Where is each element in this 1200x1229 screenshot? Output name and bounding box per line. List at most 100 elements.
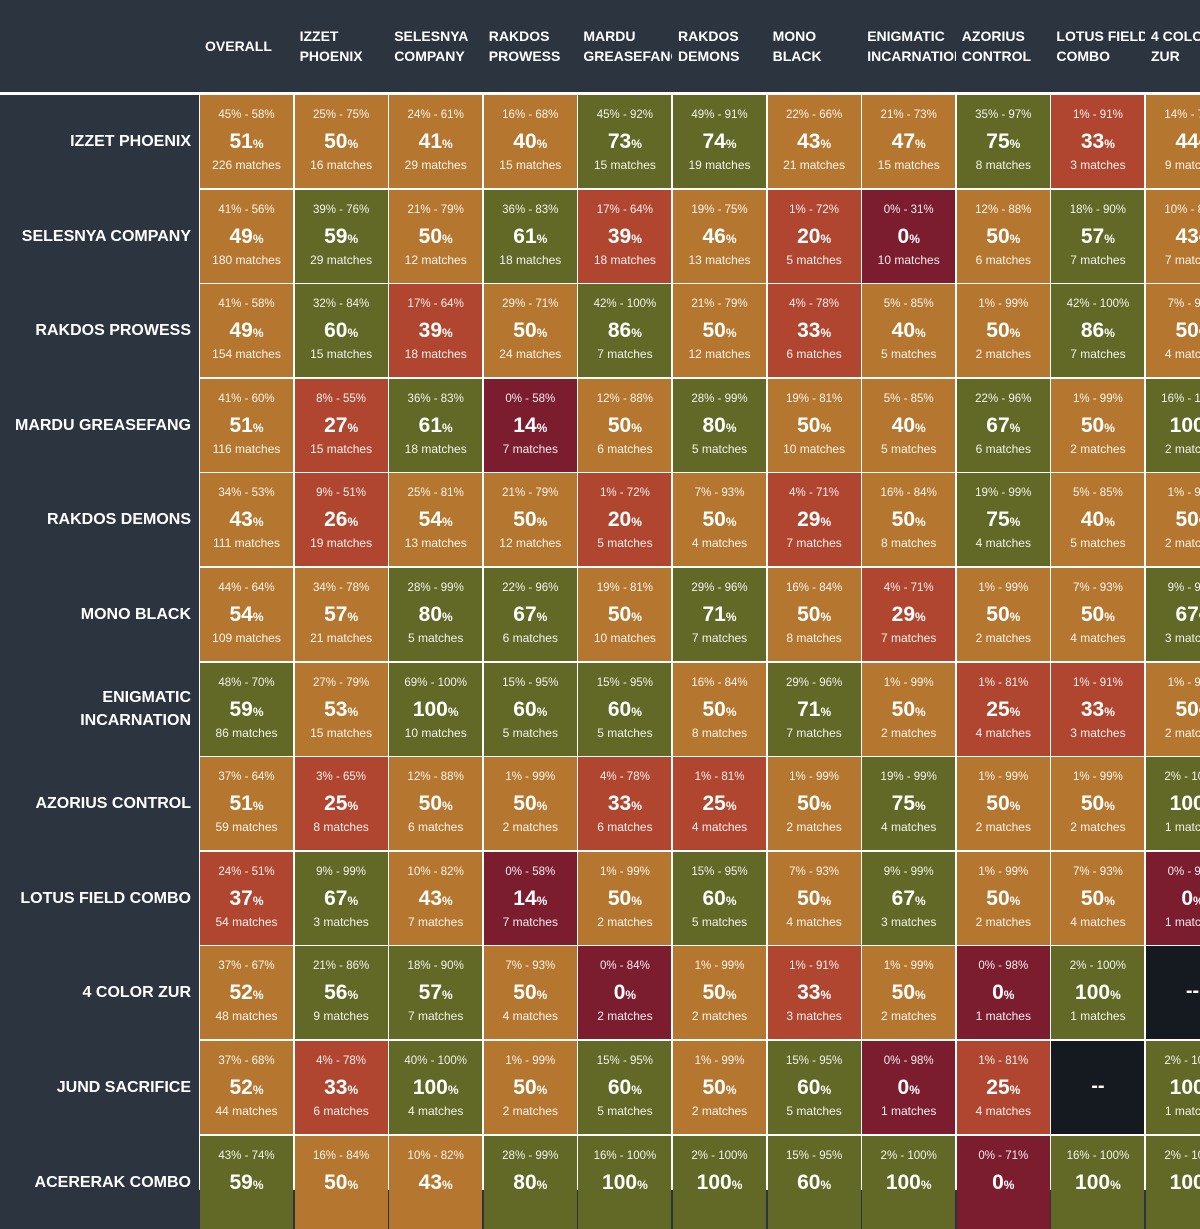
matchup-cell[interactable]: 29% - 71% 50% 24 matches [483,284,577,378]
matchup-cell[interactable]: 22% - 96% 67% 6 matches [956,378,1050,472]
matchup-cell[interactable]: 21% - 79% 50% 12 matches [389,189,483,283]
matchup-cell[interactable]: 1% - 99% 50% 2 matches [483,1041,577,1134]
matchup-cell[interactable]: 17% - 64% 39% 18 matches [389,284,483,378]
matchup-cell[interactable]: 12% - 88% 50% 6 matches [389,757,483,851]
matchup-cell[interactable]: 10% - 82% 43% 7 matches [389,851,483,945]
matchup-cell[interactable]: 0% - 58% 14% 7 matches [483,378,577,472]
matchup-cell[interactable]: 45% - 58% 51% 226 matches [200,95,293,188]
matchup-cell[interactable]: 28% - 99% 80% 5 matches [673,378,766,472]
row-header-azorius-control[interactable]: AZORIUS CONTROL [0,757,199,851]
matchup-cell[interactable]: 3% - 65% 25% 8 matches [294,757,388,851]
column-header-overall[interactable]: OVERALL [199,0,294,92]
column-header-izzet-phoenix[interactable]: IZZET PHOENIX [294,0,389,92]
matchup-cell[interactable]: 19% - 99% 75% 4 matches [862,757,956,851]
matchup-cell[interactable]: 0% - 98% 0% 1 matches [1146,851,1200,945]
matchup-cell[interactable]: 14% - 74% 44% 9 matches [1146,95,1200,188]
matchup-cell[interactable]: 45% - 92% 73% 15 matches [578,95,672,188]
matchup-cell[interactable]: 25% - 75% 50% 16 matches [294,95,388,188]
matchup-cell[interactable]: 43% - 74% 59% [200,1135,293,1229]
matchup-cell[interactable]: 16% - 100% 100% 2 matches [1146,378,1200,472]
matchup-cell[interactable]: 0% - 98% 0% 1 matches [862,1041,956,1134]
matchup-cell[interactable]: 21% - 79% 50% 12 matches [673,284,766,378]
matchup-cell[interactable]: 16% - 100% 100% [578,1135,672,1229]
matchup-cell[interactable]: 1% - 81% 25% 4 matches [673,757,766,851]
matchup-cell[interactable]: 2% - 100% 100% 1 matches [1146,1041,1200,1134]
matchup-cell[interactable]: 7% - 93% 50% 4 matches [1051,568,1145,661]
matchup-cell-empty[interactable]: -- [1051,1041,1145,1134]
matchup-cell[interactable]: 1% - 72% 20% 5 matches [578,473,672,567]
matchup-cell[interactable]: 1% - 99% 50% 2 matches [956,851,1050,945]
matchup-cell[interactable]: 2% - 100% 100% 1 matches [1146,757,1200,851]
row-header-jund-sacrifice[interactable]: JUND SACRIFICE [0,1041,199,1134]
matchup-cell[interactable]: 5% - 85% 40% 5 matches [862,378,956,472]
matchup-cell[interactable]: 42% - 100% 86% 7 matches [1051,284,1145,378]
matchup-cell[interactable]: 29% - 96% 71% 7 matches [673,568,766,661]
matchup-cell[interactable]: 1% - 99% 50% 2 matches [673,946,766,1040]
row-header-rakdos-demons[interactable]: RAKDOS DEMONS [0,473,199,567]
matchup-cell[interactable]: 48% - 70% 59% 86 matches [200,662,293,756]
matchup-cell[interactable]: 1% - 99% 50% 2 matches [956,568,1050,661]
column-header-mardu-greasefang[interactable]: MARDU GREASEFANG [577,0,672,92]
matchup-cell[interactable]: 19% - 99% 75% 4 matches [956,473,1050,567]
matchup-cell[interactable]: 1% - 99% 50% 2 matches [956,757,1050,851]
matchup-cell[interactable]: 0% - 84% 0% 2 matches [578,946,672,1040]
row-header-selesnya-company[interactable]: SELESNYA COMPANY [0,189,199,283]
matchup-cell[interactable]: 16% - 84% 50% 8 matches [673,662,766,756]
matchup-cell[interactable]: 9% - 99% 67% 3 matches [294,851,388,945]
matchup-cell[interactable]: 15% - 95% 60% [767,1135,861,1229]
matchup-cell[interactable]: 19% - 81% 50% 10 matches [578,568,672,661]
matchup-cell[interactable]: 1% - 99% 50% 2 matches [1146,662,1200,756]
row-header-rakdos-prowess[interactable]: RAKDOS PROWESS [0,284,199,378]
matchup-cell[interactable]: 1% - 99% 50% 2 matches [1146,473,1200,567]
matchup-cell[interactable]: 28% - 99% 80% [483,1135,577,1229]
matchup-cell[interactable]: 1% - 99% 50% 2 matches [673,1041,766,1134]
matchup-cell[interactable]: 0% - 31% 0% 10 matches [862,189,956,283]
column-header-azorius-control[interactable]: AZORIUS CONTROL [956,0,1051,92]
row-header-lotus-field-combo[interactable]: LOTUS FIELD COMBO [0,851,199,945]
matchup-cell[interactable]: 15% - 95% 60% 5 matches [483,662,577,756]
matchup-cell[interactable]: 39% - 76% 59% 29 matches [294,189,388,283]
matchup-cell[interactable]: 1% - 99% 50% 2 matches [862,946,956,1040]
matchup-cell[interactable]: 22% - 66% 43% 21 matches [767,95,861,188]
matchup-cell[interactable]: 16% - 84% 50% 8 matches [862,473,956,567]
matchup-cell[interactable]: 41% - 60% 51% 116 matches [200,378,293,472]
matchup-cell[interactable]: 24% - 51% 37% 54 matches [200,851,293,945]
matchup-cell[interactable]: 29% - 96% 71% 7 matches [767,662,861,756]
matchup-cell[interactable]: 12% - 88% 50% 6 matches [578,378,672,472]
matchup-cell[interactable]: 7% - 93% 50% 4 matches [483,946,577,1040]
column-header-selesnya-company[interactable]: SELESNYA COMPANY [388,0,483,92]
matchup-cell[interactable]: 0% - 58% 14% 7 matches [483,851,577,945]
matchup-cell[interactable]: 15% - 95% 60% 5 matches [578,662,672,756]
matchup-cell[interactable]: 16% - 100% 100% [1051,1135,1145,1229]
matchup-cell[interactable]: 32% - 84% 60% 15 matches [294,284,388,378]
matchup-cell[interactable]: 21% - 73% 47% 15 matches [862,95,956,188]
matchup-cell[interactable]: 37% - 67% 52% 48 matches [200,946,293,1040]
matchup-cell[interactable]: 5% - 85% 40% 5 matches [1051,473,1145,567]
matchup-cell[interactable]: 21% - 79% 50% 12 matches [483,473,577,567]
matchup-cell[interactable]: 28% - 99% 80% 5 matches [389,568,483,661]
matchup-cell[interactable]: 1% - 99% 50% 2 matches [956,284,1050,378]
matchup-cell[interactable]: 10% - 82% 43% 7 matches [1146,189,1200,283]
matchup-cell[interactable]: 40% - 100% 100% 4 matches [389,1041,483,1134]
matchup-cell[interactable]: 9% - 51% 26% 19 matches [294,473,388,567]
column-header-enigmatic-incarnation[interactable]: ENIGMATIC INCARNATION [861,0,956,92]
matchup-cell[interactable]: 1% - 99% 50% 2 matches [767,757,861,851]
column-header-mono-black[interactable]: MONO BLACK [767,0,862,92]
column-header-rakdos-demons[interactable]: RAKDOS DEMONS [672,0,767,92]
matchup-cell[interactable]: 41% - 56% 49% 180 matches [200,189,293,283]
matchup-cell[interactable]: 21% - 86% 56% 9 matches [294,946,388,1040]
matchup-cell[interactable]: 35% - 97% 75% 8 matches [956,95,1050,188]
matchup-cell[interactable]: 1% - 81% 25% 4 matches [956,662,1050,756]
matchup-cell[interactable]: 44% - 64% 54% 109 matches [200,568,293,661]
column-header-lotus-field-combo[interactable]: LOTUS FIELD COMBO [1050,0,1145,92]
matchup-cell[interactable]: 19% - 81% 50% 10 matches [767,378,861,472]
matchup-cell[interactable]: 18% - 90% 57% 7 matches [1051,189,1145,283]
matchup-cell[interactable]: 25% - 81% 54% 13 matches [389,473,483,567]
row-header-mono-black[interactable]: MONO BLACK [0,568,199,661]
matchup-cell[interactable]: 34% - 53% 43% 111 matches [200,473,293,567]
matchup-cell[interactable]: 41% - 58% 49% 154 matches [200,284,293,378]
matchup-cell[interactable]: 2% - 100% 100% 1 matches [1051,946,1145,1040]
matchup-cell[interactable]: 15% - 95% 60% 5 matches [578,1041,672,1134]
row-header-mardu-greasefang[interactable]: MARDU GREASEFANG [0,378,199,472]
matchup-cell[interactable]: 16% - 84% 50% [294,1135,388,1229]
